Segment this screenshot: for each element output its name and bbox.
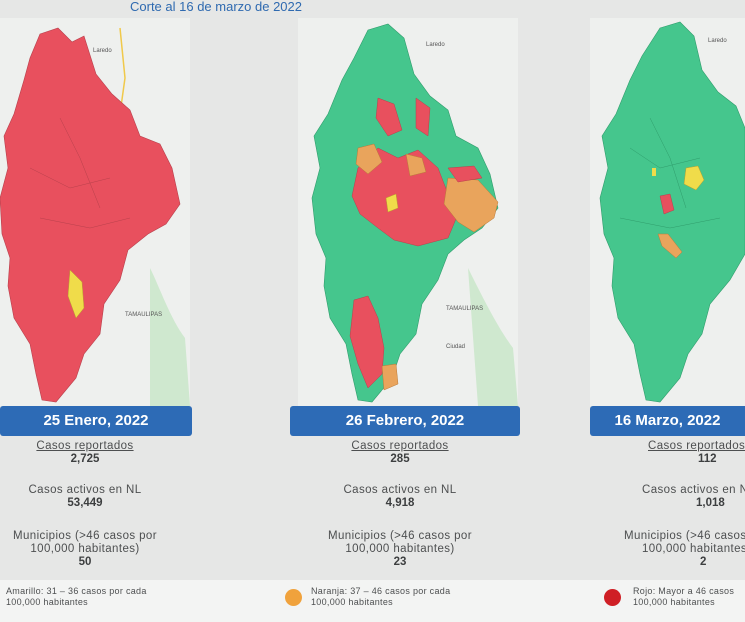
legend-orange-line1: Naranja: 37 – 46 casos por cada	[311, 586, 451, 596]
date-banner: 25 Enero, 2022	[0, 406, 192, 436]
reported-label: Casos reportados	[648, 440, 745, 452]
active-value: 1,018	[696, 497, 725, 509]
stats-january: Casos reportados 2,725 Casos activos en …	[0, 440, 170, 569]
region-red	[351, 147, 459, 247]
region-green	[599, 21, 745, 403]
legend-red-line1: Rojo: Mayor a 46 casos	[633, 586, 735, 596]
region-yellow	[683, 165, 705, 191]
date-banner: 16 Marzo, 2022	[590, 406, 745, 436]
stats-march: Casos reportados 112 Casos activos en NL…	[610, 440, 745, 569]
municipios-value: 50	[78, 556, 92, 568]
legend-item-orange: Naranja: 37 – 46 casos por cada 100,000 …	[311, 586, 450, 608]
legend-yellow-line2: 100,000 habitantes	[6, 597, 88, 607]
reported-value: 112	[698, 453, 717, 465]
active-value: 4,918	[385, 497, 415, 509]
legend-item-yellow: Amarillo: 31 – 36 casos por cada 100,000…	[6, 586, 147, 608]
region-orange	[657, 233, 683, 259]
red-dot-icon	[604, 589, 621, 606]
map-label-laredo: Laredo	[708, 38, 727, 44]
region-red-nuevo-leon	[0, 27, 181, 403]
municipios-label-2: 100,000 habitantes)	[345, 543, 455, 555]
legend: Amarillo: 31 – 36 casos por cada 100,000…	[0, 580, 745, 622]
map-label-tamaulipas: TAMAULIPAS	[125, 312, 162, 318]
map-label-ciudad: Ciudad	[446, 344, 465, 350]
legend-yellow-line1: Amarillo: 31 – 36 casos por cada	[6, 586, 147, 596]
active-value: 53,449	[67, 497, 103, 509]
region-yellow	[67, 269, 85, 319]
municipios-label: Municipios (>46 casos por	[624, 530, 745, 542]
stats-february: Casos reportados 285 Casos activos en NL…	[310, 440, 490, 569]
municipios-label-2: 100,000 habitantes)	[642, 543, 745, 555]
map-march: Laredo	[590, 18, 745, 406]
map-label-laredo: Laredo	[426, 42, 445, 48]
active-label: Casos activos en NL	[642, 484, 745, 496]
date-banner: 26 Febrero, 2022	[290, 406, 520, 436]
reported-value: 285	[390, 453, 410, 465]
municipios-value: 23	[393, 556, 407, 568]
legend-item-red: Rojo: Mayor a 46 casos 100,000 habitante…	[633, 586, 734, 608]
municipios-value: 2	[700, 556, 707, 568]
active-label: Casos activos en NL	[28, 484, 142, 496]
map-label-tamaulipas: TAMAULIPAS	[446, 306, 483, 312]
legend-orange-line2: 100,000 habitantes	[311, 597, 393, 607]
municipios-label-2: 100,000 habitantes)	[30, 543, 140, 555]
reported-label: Casos reportados	[351, 440, 449, 452]
reported-label: Casos reportados	[36, 440, 134, 452]
municipios-label: Municipios (>46 casos por	[13, 530, 157, 542]
region-orange	[355, 143, 383, 175]
municipios-label: Municipios (>46 casos por	[328, 530, 472, 542]
cutoff-date-header: Corte al 16 de marzo de 2022	[130, 0, 302, 14]
map-label-laredo: Laredo	[93, 48, 112, 54]
reported-value: 2,725	[70, 453, 100, 465]
map-january: Laredo TAMAULIPAS	[0, 18, 190, 406]
legend-red-line2: 100,000 habitantes	[633, 597, 715, 607]
map-february: Laredo TAMAULIPAS Ciudad	[298, 18, 518, 406]
active-label: Casos activos en NL	[343, 484, 457, 496]
orange-dot-icon	[285, 589, 302, 606]
